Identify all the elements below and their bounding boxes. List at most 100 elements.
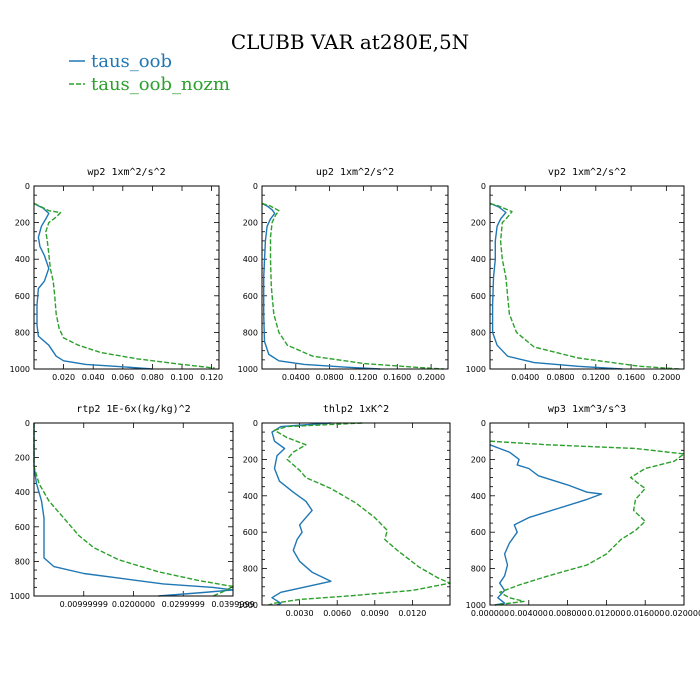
panel-title: thlp2 1xK^2 [323, 404, 389, 415]
y-tick-label: 1000 [466, 601, 486, 610]
y-tick-label: 800 [243, 565, 258, 574]
y-tick-label: 400 [243, 492, 258, 501]
plot-frame [489, 185, 685, 370]
x-tick-label: 0.00999999 [60, 600, 108, 609]
x-tick-label: 0.1200 [349, 373, 377, 382]
x-tick-label: 0.000000 [471, 609, 509, 618]
x-tick-label: 0.020 [52, 373, 75, 382]
x-tick-label: 0.1600 [383, 373, 411, 382]
y-tick-label: 200 [243, 219, 258, 228]
x-tick-label: 0.120 [200, 373, 223, 382]
x-tick-label: 0.1600 [617, 373, 645, 382]
x-tick-label: 0.0800 [547, 373, 575, 382]
legend-label-taus-oob: taus_oob [91, 51, 172, 72]
plot-frame [261, 422, 451, 606]
y-tick-label: 200 [471, 455, 486, 464]
y-tick-label: 1000 [466, 365, 486, 374]
y-tick-label: 0 [25, 182, 30, 191]
plot-frame [33, 422, 234, 597]
x-tick-label: 0.2000 [417, 373, 445, 382]
y-tick-label: 400 [15, 255, 30, 264]
x-tick-label: 0.0120 [398, 609, 426, 618]
y-tick-label: 0 [481, 419, 486, 428]
panel-5: thlp2 1xK^2 0 200 400 600 800 1000 0.0030 0.0060… [238, 404, 451, 618]
x-tick-label: 0.004000 [510, 609, 548, 618]
y-tick-label: 200 [471, 219, 486, 228]
x-tick-label: 0.012000 [587, 609, 625, 618]
y-tick-label: 0 [25, 419, 30, 428]
y-tick-label: 800 [15, 557, 30, 566]
y-tick-label: 600 [243, 528, 258, 537]
x-tick-label: 0.0060 [323, 609, 351, 618]
y-tick-label: 600 [15, 292, 30, 301]
x-tick-label: 0.080 [141, 373, 164, 382]
y-tick-label: 800 [471, 565, 486, 574]
series-line-taus-oob [261, 202, 381, 370]
x-tick-label: 0.0399999 [211, 600, 254, 609]
x-tick-label: 0.2000 [652, 373, 680, 382]
series-line-taus-oob-nozm [489, 440, 685, 606]
x-tick-label: 0.0800 [316, 373, 344, 382]
y-tick-label: 800 [15, 328, 30, 337]
panel-title: vp2 1xm^2/s^2 [548, 167, 626, 178]
y-tick-label: 0 [253, 182, 258, 191]
x-tick-label: 0.040 [82, 373, 105, 382]
panel-4: rtp2 1E-6x(kg/kg)^2 0 200 400 600 800 1000 0.00… [10, 404, 255, 609]
plot-frame [489, 422, 685, 606]
panels: wp2 1xm^2/s^2 0 200 400 600 800 1000 0.020 0.040… [10, 167, 700, 618]
x-tick-label: 0.060 [111, 373, 134, 382]
y-tick-label: 800 [471, 328, 486, 337]
y-tick-label: 200 [243, 455, 258, 464]
series-line-taus-oob-nozm [268, 422, 451, 606]
y-tick-label: 800 [243, 328, 258, 337]
panel-title: wp3 1xm^3/s^3 [548, 404, 626, 415]
y-tick-label: 400 [471, 492, 486, 501]
y-tick-label: 400 [471, 255, 486, 264]
series-line-taus-oob-nozm [33, 202, 215, 369]
y-tick-label: 1000 [10, 365, 30, 374]
y-tick-label: 600 [471, 528, 486, 537]
x-tick-label: 0.008000 [549, 609, 587, 618]
series-line-taus-oob [271, 422, 332, 606]
panel-title: up2 1xm^2/s^2 [316, 167, 394, 178]
legend-label-taus-oob-nozm: taus_oob_nozm [91, 74, 230, 95]
x-tick-label: 0.100 [171, 373, 194, 382]
x-tick-label: 0.020000 [665, 609, 700, 618]
x-tick-label: 0.1200 [582, 373, 610, 382]
panel-2: up2 1xm^2/s^2 0 200 400 600 800 1000 0.0400 0.08… [238, 167, 449, 382]
series-line-taus-oob-nozm [261, 202, 444, 370]
figure-title: CLUBB VAR at280E,5N [231, 30, 469, 54]
y-tick-label: 1000 [238, 601, 258, 610]
y-tick-label: 600 [471, 292, 486, 301]
y-tick-label: 600 [15, 523, 30, 532]
x-tick-label: 0.0030 [286, 609, 314, 618]
y-tick-label: 200 [15, 219, 30, 228]
y-tick-label: 0 [481, 182, 486, 191]
series-line-taus-oob-nozm [33, 423, 234, 597]
series-line-taus-oob [33, 202, 153, 370]
x-tick-label: 0.0090 [361, 609, 389, 618]
x-tick-label: 0.0400 [282, 373, 310, 382]
series-line-taus-oob-nozm [489, 202, 680, 370]
x-tick-label: 0.0299999 [162, 600, 205, 609]
panel-title: wp2 1xm^2/s^2 [87, 167, 165, 178]
y-tick-label: 200 [15, 454, 30, 463]
panel-3: vp2 1xm^2/s^2 0 200 400 600 800 1000 0.0400 0.08… [466, 167, 685, 382]
y-tick-label: 1000 [238, 365, 258, 374]
panel-1: wp2 1xm^2/s^2 0 200 400 600 800 1000 0.020 0.040… [10, 167, 223, 382]
plot-frame [261, 185, 449, 370]
legend: taus_oob taus_oob_nozm [69, 51, 230, 95]
series-line-taus-oob [489, 444, 603, 606]
y-tick-label: 0 [253, 419, 258, 428]
y-tick-label: 600 [243, 292, 258, 301]
x-tick-label: 0.0200000 [112, 600, 155, 609]
x-tick-label: 0.016000 [626, 609, 664, 618]
series-line-taus-oob [489, 202, 623, 370]
series-line-taus-oob [33, 423, 234, 597]
plot-frame [33, 185, 220, 370]
y-tick-label: 400 [243, 255, 258, 264]
y-tick-label: 1000 [10, 592, 30, 601]
x-tick-label: 0.0400 [511, 373, 539, 382]
